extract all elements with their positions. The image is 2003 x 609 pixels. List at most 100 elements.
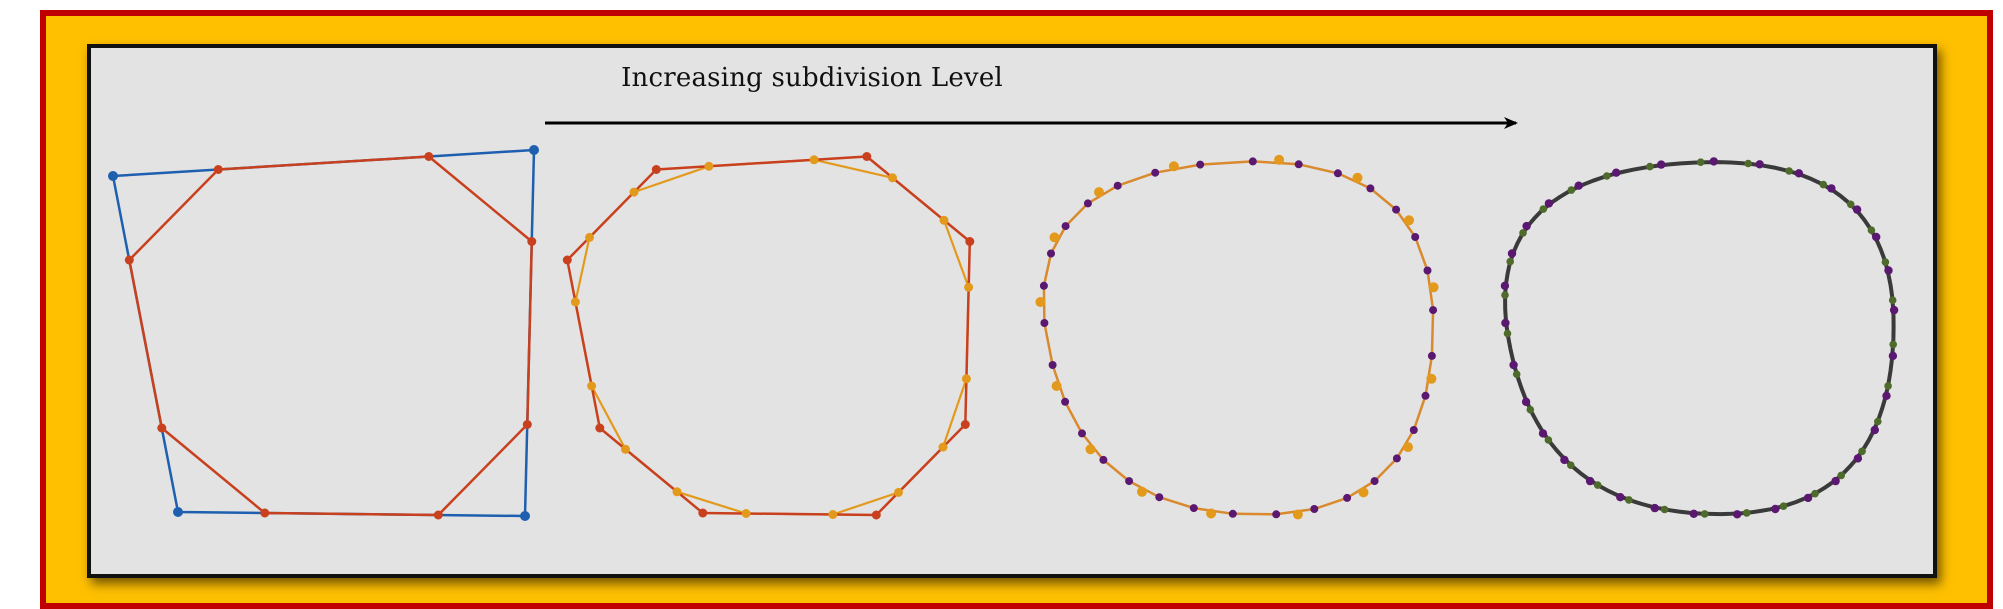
- level-1-vertex: [124, 255, 134, 265]
- level-2-vertex: [938, 442, 948, 452]
- level-1-vertex: [862, 152, 872, 161]
- level-3-vertex: [1427, 351, 1436, 360]
- level-4-vertex: [1646, 162, 1654, 171]
- level-3-vertex: [1189, 504, 1198, 513]
- level-4-vertex: [1858, 447, 1866, 456]
- level-3-vertex: [1061, 397, 1070, 406]
- level-3-vertex: [1521, 397, 1531, 406]
- level-4-vertex: [1544, 436, 1553, 444]
- level-3-vertex: [1852, 205, 1862, 214]
- level-3-vertex: [1310, 505, 1319, 513]
- level-2-vertex: [961, 374, 971, 384]
- level-4-vertex: [1593, 481, 1602, 489]
- level-2-vertex: [585, 232, 594, 242]
- level-2-outline: [574, 158, 970, 516]
- level-3-vertex: [1522, 221, 1531, 231]
- level-3-vertex: [1689, 509, 1699, 518]
- level-4-vertex: [1503, 329, 1512, 338]
- level-3-vertex: [1294, 160, 1303, 169]
- level-2-vertex: [1358, 487, 1369, 498]
- level-1-vertex: [960, 420, 970, 429]
- level-1-vertex: [965, 237, 975, 246]
- level-3-vertex: [1500, 281, 1510, 290]
- level-3-vertex: [1755, 160, 1764, 169]
- level-3-vertex: [1155, 493, 1164, 502]
- control-vertex: [108, 171, 118, 181]
- level-3-vertex: [1733, 510, 1742, 519]
- level-3-vertex: [1392, 205, 1401, 214]
- level-4-vertex: [1837, 471, 1845, 480]
- level-4-vertex: [1660, 505, 1669, 514]
- level-2-vertex: [1352, 172, 1363, 183]
- level-1-outline: [128, 155, 534, 517]
- level-4-vertex: [1512, 370, 1521, 379]
- level-4-vertex: [1819, 180, 1828, 189]
- control-vertex: [520, 511, 530, 521]
- stage-subdivision-level-2: [1035, 154, 1439, 520]
- level-3-vertex: [1078, 429, 1086, 438]
- level-3-vertex: [1333, 169, 1342, 178]
- level-1-vertex: [871, 510, 881, 520]
- level-1-vertex: [433, 510, 443, 520]
- level-4-vertex: [1567, 461, 1575, 470]
- level-3-vertex: [1040, 319, 1049, 327]
- level-3-vertex: [1366, 184, 1375, 193]
- level-3-vertex: [1411, 233, 1420, 241]
- level-3-vertex: [1657, 160, 1666, 169]
- level-3-vertex: [1853, 454, 1863, 463]
- stage-subdivision-level-3: [1500, 157, 1899, 519]
- level-4-vertex: [1742, 509, 1751, 517]
- level-2-vertex: [1085, 444, 1096, 455]
- level-2-vertex: [1403, 442, 1413, 453]
- level-1-vertex: [157, 423, 167, 433]
- level-2-vertex: [621, 444, 630, 454]
- level-2-vertex: [964, 282, 974, 292]
- level-3-vertex: [1392, 454, 1401, 463]
- level-3-vertex: [1889, 305, 1899, 315]
- level-4-vertex: [1519, 229, 1527, 237]
- level-2-vertex: [1035, 297, 1046, 307]
- level-4-vertex: [1811, 489, 1819, 498]
- level-3-vertex: [1343, 493, 1352, 502]
- level-4-vertex: [1867, 226, 1876, 234]
- level-4-vertex: [1888, 296, 1897, 304]
- subdivision-figure: [108, 117, 1899, 521]
- level-3-vertex: [1882, 391, 1891, 400]
- level-4-vertex: [1744, 159, 1752, 168]
- level-2-vertex: [1274, 154, 1285, 165]
- level-4-vertex: [1881, 258, 1890, 266]
- level-4-vertex: [1501, 291, 1509, 299]
- level-3-vertex: [1794, 169, 1804, 178]
- level-2-vertex: [1404, 215, 1414, 226]
- level-1-vertex: [595, 423, 605, 433]
- level-3-vertex: [1423, 266, 1432, 275]
- level-4-vertex: [1603, 172, 1611, 180]
- level-4-vertex: [1874, 417, 1882, 426]
- level-4-vertex: [1625, 496, 1633, 504]
- level-2-vertex: [1292, 509, 1303, 520]
- level-3-vertex: [1083, 199, 1092, 208]
- level-1-vertex: [424, 152, 434, 161]
- level-3-vertex: [1538, 429, 1548, 438]
- level-4-vertex: [1539, 205, 1548, 213]
- level-4-vertex: [1567, 186, 1576, 194]
- level-3-vertex: [1039, 281, 1048, 290]
- level-3-vertex: [1888, 351, 1898, 361]
- level-3-vertex: [1827, 184, 1836, 193]
- level-3-vertex: [1650, 503, 1660, 513]
- level-4-vertex: [1700, 510, 1709, 518]
- level-2-vertex: [1206, 508, 1217, 519]
- level-1-vertex: [651, 165, 661, 174]
- level-4-vertex: [1506, 257, 1514, 266]
- level-3-vertex: [1048, 361, 1057, 369]
- level-3-vertex: [1125, 477, 1134, 486]
- level-2-vertex: [809, 155, 819, 165]
- level-3-vertex: [1151, 168, 1160, 177]
- level-3-vertex: [1612, 168, 1621, 177]
- level-3-vertex: [1574, 181, 1583, 190]
- level-3-vertex: [1429, 306, 1438, 315]
- level-2-vertex: [629, 187, 639, 197]
- level-3-vertex: [1831, 476, 1840, 486]
- level-4-vertex: [1846, 200, 1855, 209]
- control-polygon-outline: [111, 148, 536, 518]
